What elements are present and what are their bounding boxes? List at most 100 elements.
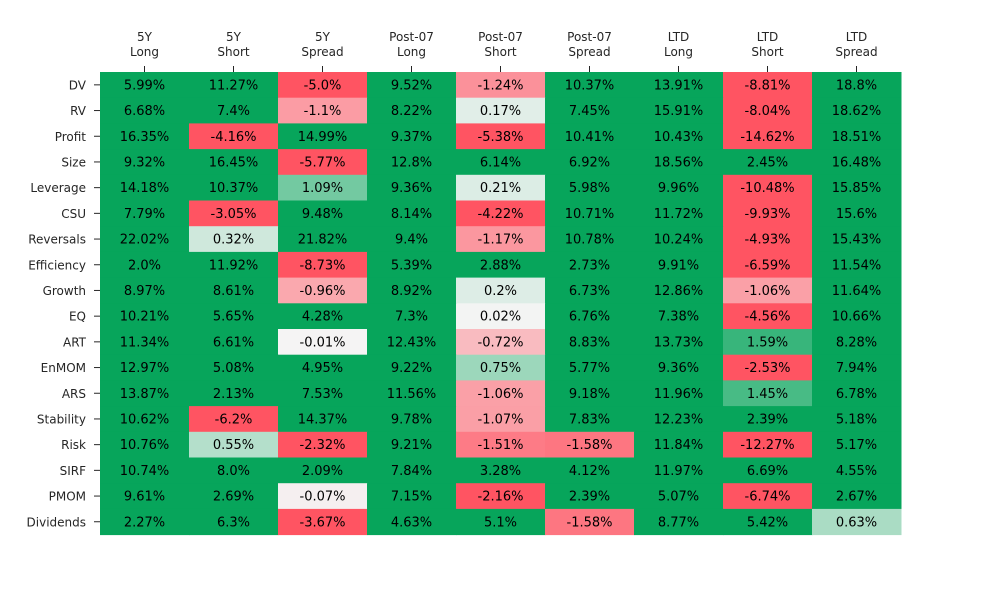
cell-value-label: 10.24% <box>654 233 704 248</box>
heatmap-cell <box>100 277 190 304</box>
cell-value-label: 10.78% <box>565 233 615 248</box>
x-tick-label-top: 5Y <box>226 30 242 44</box>
cell-value-label: 11.27% <box>209 78 259 93</box>
y-tick-label: Stability <box>37 412 86 426</box>
x-tick-label-top: Post-07 <box>478 30 523 44</box>
cell-value-label: 10.43% <box>654 130 704 145</box>
heatmap-cell <box>634 200 724 227</box>
cell-value-label: -6.59% <box>745 258 791 273</box>
x-tick-label-bottom: Short <box>751 45 783 59</box>
cell-value-label: 9.36% <box>391 181 432 196</box>
cell-value-label: 3.28% <box>480 464 521 479</box>
heatmap-cell <box>456 174 546 201</box>
heatmap-cell <box>189 380 279 407</box>
cell-value-label: 15.91% <box>654 104 704 119</box>
y-tick-label: Growth <box>43 284 86 298</box>
cell-value-label: 7.83% <box>569 412 610 427</box>
heatmap-cell <box>812 174 902 201</box>
heatmap-cell <box>634 406 724 433</box>
cell-value-label: -1.06% <box>745 284 791 299</box>
cell-value-label: -6.2% <box>215 412 253 427</box>
cell-value-label: 2.39% <box>569 490 610 505</box>
cell-value-label: -8.81% <box>745 78 791 93</box>
heatmap-cell <box>545 123 635 150</box>
cell-value-label: -4.16% <box>211 130 257 145</box>
cell-value-label: -12.27% <box>740 438 794 453</box>
heatmap-cell <box>545 354 635 381</box>
cell-value-label: 15.85% <box>832 181 882 196</box>
cell-value-label: 14.37% <box>298 412 348 427</box>
heatmap-cell <box>278 508 368 536</box>
cell-value-label: 4.63% <box>391 515 432 530</box>
cell-value-label: 9.22% <box>391 361 432 376</box>
heatmap-cell <box>723 72 813 99</box>
cell-value-label: 0.55% <box>213 438 254 453</box>
y-tick-label: Dividends <box>27 515 86 529</box>
cell-value-label: 14.18% <box>120 181 170 196</box>
heatmap-cell <box>723 174 813 201</box>
heatmap-cell <box>278 200 368 227</box>
heatmap-cell <box>100 354 190 381</box>
cell-value-label: -8.73% <box>300 258 346 273</box>
cell-value-label: -4.22% <box>478 207 524 222</box>
cell-value-label: -9.93% <box>745 207 791 222</box>
cell-value-label: 9.48% <box>302 207 343 222</box>
cell-value-label: 9.37% <box>391 130 432 145</box>
cell-value-label: 16.35% <box>120 130 170 145</box>
heatmap-cell <box>812 303 902 330</box>
cell-value-label: 2.27% <box>124 515 165 530</box>
heatmap-cell <box>367 431 457 458</box>
heatmap-cell <box>456 431 546 458</box>
cell-value-label: 0.75% <box>480 361 521 376</box>
heatmap-cell <box>367 406 457 433</box>
cell-value-label: 11.97% <box>654 464 704 479</box>
cell-value-label: -1.06% <box>478 387 524 402</box>
cell-value-label: -3.67% <box>300 515 346 530</box>
heatmap-cell <box>723 97 813 124</box>
heatmap-cell <box>278 149 368 176</box>
cell-value-label: 18.62% <box>832 104 882 119</box>
cell-value-label: 9.32% <box>124 155 165 170</box>
heatmap-cell <box>723 303 813 330</box>
heatmap-cell <box>545 431 635 458</box>
cell-value-label: -0.96% <box>300 284 346 299</box>
cell-value-label: 11.54% <box>832 258 882 273</box>
heatmap-cell <box>723 483 813 510</box>
x-tick-label-bottom: Spread <box>301 45 343 59</box>
cell-value-label: 5.98% <box>569 181 610 196</box>
cell-value-label: -1.1% <box>304 104 342 119</box>
cell-value-label: 18.51% <box>832 130 882 145</box>
cell-value-label: 8.92% <box>391 284 432 299</box>
heatmap-cell <box>812 406 902 433</box>
heatmap-cell <box>189 457 279 484</box>
cell-value-label: 22.02% <box>120 233 170 248</box>
heatmap-cell <box>723 123 813 150</box>
cell-value-label: 9.21% <box>391 438 432 453</box>
cell-value-label: -5.0% <box>304 78 342 93</box>
cell-value-label: 1.45% <box>747 387 788 402</box>
cell-value-label: 11.92% <box>209 258 259 273</box>
x-tick-label-top: LTD <box>668 30 690 44</box>
cell-value-label: 10.71% <box>565 207 615 222</box>
heatmap-cell <box>634 97 724 124</box>
heatmap-cell <box>812 483 902 510</box>
heatmap-cell <box>545 226 635 253</box>
heatmap-cell <box>189 72 279 99</box>
cell-value-label: 12.8% <box>391 155 432 170</box>
y-tick-label: Risk <box>61 438 86 452</box>
x-tick-label-top: LTD <box>757 30 779 44</box>
heatmap-cell <box>545 508 635 536</box>
heatmap-cell <box>456 457 546 484</box>
heatmap-cell <box>634 174 724 201</box>
cell-value-label: 10.66% <box>832 310 882 325</box>
cell-value-label: 10.76% <box>120 438 170 453</box>
cell-value-label: 10.37% <box>209 181 259 196</box>
x-tick-label-top: 5Y <box>315 30 331 44</box>
y-tick-label: Leverage <box>30 181 86 195</box>
heatmap-cell <box>189 483 279 510</box>
heatmap-cell <box>545 406 635 433</box>
cell-value-label: -2.53% <box>745 361 791 376</box>
cell-value-label: 5.17% <box>836 438 877 453</box>
x-tick-label-bottom: Long <box>397 45 426 59</box>
cell-value-label: -2.16% <box>478 490 524 505</box>
